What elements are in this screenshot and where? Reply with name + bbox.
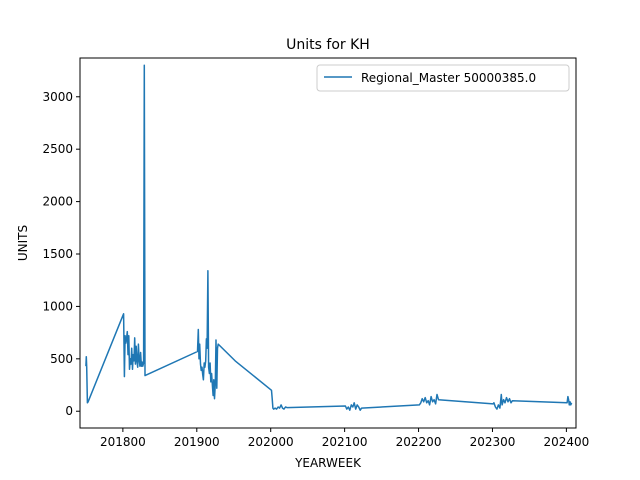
chart-title: Units for KH — [286, 37, 370, 53]
x-axis-label: YEARWEEK — [294, 456, 362, 470]
legend-box — [316, 64, 570, 92]
legend: Regional_Master 50000385.0 — [316, 64, 570, 92]
y-axis-label: UNITS — [16, 225, 30, 261]
y-tick-label: 3000 — [42, 90, 73, 104]
x-axis-ticks: 201800 201900 202000 202100 202200 202300 2024… — [100, 428, 589, 449]
y-tick-label: 500 — [50, 352, 73, 366]
y-axis-ticks: 0 500 1000 1500 2000 2500 3000 — [42, 90, 80, 418]
series-layer — [85, 64, 573, 411]
x-tick-label: 202100 — [322, 435, 368, 449]
x-tick-label: 201900 — [174, 435, 220, 449]
y-tick-label: 2500 — [42, 142, 73, 156]
series-line — [85, 64, 573, 411]
y-tick-label: 1500 — [42, 247, 73, 261]
x-tick-label: 202400 — [543, 435, 589, 449]
plot-frame — [79, 57, 577, 429]
x-tick-label: 202200 — [396, 435, 442, 449]
x-tick-label: 201800 — [100, 435, 146, 449]
x-tick-label: 202000 — [248, 435, 294, 449]
legend-entry-label: Regional_Master 50000385.0 — [361, 71, 536, 85]
x-tick-label: 202300 — [470, 435, 516, 449]
y-tick-label: 0 — [65, 404, 73, 418]
y-tick-label: 1000 — [42, 299, 73, 313]
y-tick-label: 2000 — [42, 195, 73, 209]
